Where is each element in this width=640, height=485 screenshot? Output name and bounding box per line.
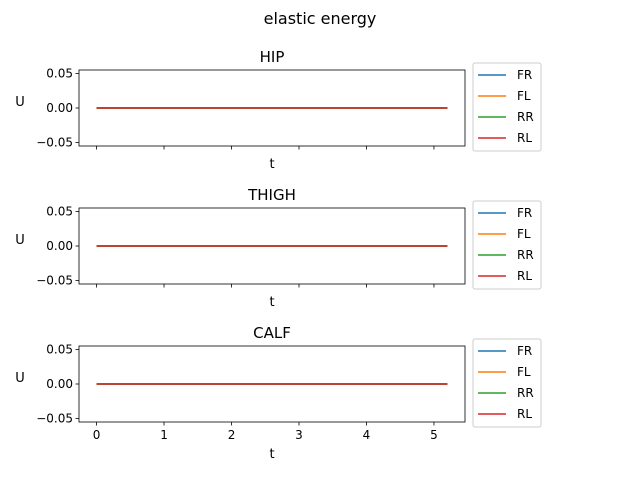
subplot-title: THIGH [247, 186, 296, 204]
x-axis-label: t [269, 157, 274, 172]
x-tick-label: 4 [363, 428, 371, 442]
legend: FR FL RR RL [472, 338, 542, 428]
legend-label-rl: RL [517, 407, 532, 421]
y-tick-label: −0.05 [36, 136, 73, 150]
x-axis-label: t [269, 295, 274, 310]
legend-label-rr: RR [517, 248, 534, 262]
subplot-title: HIP [260, 48, 285, 66]
subplot-hip: HIP −0.05 0.00 0.05 t U FR FL RR RL [15, 48, 542, 172]
legend-label-rr: RR [517, 386, 534, 400]
legend-box [472, 338, 542, 428]
y-tick-label: 0.05 [46, 66, 73, 80]
y-tick-label: −0.05 [36, 412, 73, 426]
x-tick-label: 0 [93, 428, 101, 442]
subplot-calf: CALF −0.05 0.00 0.05 0 1 2 3 4 5 t U FR FL RR RL [15, 324, 542, 462]
subplot-thigh: THIGH −0.05 0.00 0.05 t U FR FL RR RL [15, 186, 542, 310]
legend-box [472, 62, 542, 152]
legend-label-fl: FL [517, 89, 531, 103]
y-tick-label: −0.05 [36, 274, 73, 288]
legend-box [472, 200, 542, 290]
x-tick-label: 2 [228, 428, 236, 442]
legend-label-fr: FR [517, 68, 532, 82]
y-tick-label: 0.00 [46, 101, 73, 115]
y-tick-label: 0.05 [46, 204, 73, 218]
y-tick-label: 0.05 [46, 342, 73, 356]
legend: FR FL RR RL [472, 200, 542, 290]
y-tick-label: 0.00 [46, 377, 73, 391]
legend-label-fr: FR [517, 344, 532, 358]
y-tick-label: 0.00 [46, 239, 73, 253]
y-axis-label: U [15, 233, 25, 248]
subplot-title: CALF [253, 324, 291, 342]
legend-label-rr: RR [517, 110, 534, 124]
x-tick-label: 5 [430, 428, 438, 442]
y-axis-label: U [15, 371, 25, 386]
legend: FR FL RR RL [472, 62, 542, 152]
x-axis-label: t [269, 447, 274, 462]
x-tick-label: 3 [295, 428, 303, 442]
figure-suptitle: elastic energy [264, 9, 377, 28]
x-tick-label: 1 [160, 428, 168, 442]
legend-label-fl: FL [517, 227, 531, 241]
legend-label-fr: FR [517, 206, 532, 220]
legend-label-rl: RL [517, 131, 532, 145]
y-axis-label: U [15, 95, 25, 110]
legend-label-rl: RL [517, 269, 532, 283]
legend-label-fl: FL [517, 365, 531, 379]
